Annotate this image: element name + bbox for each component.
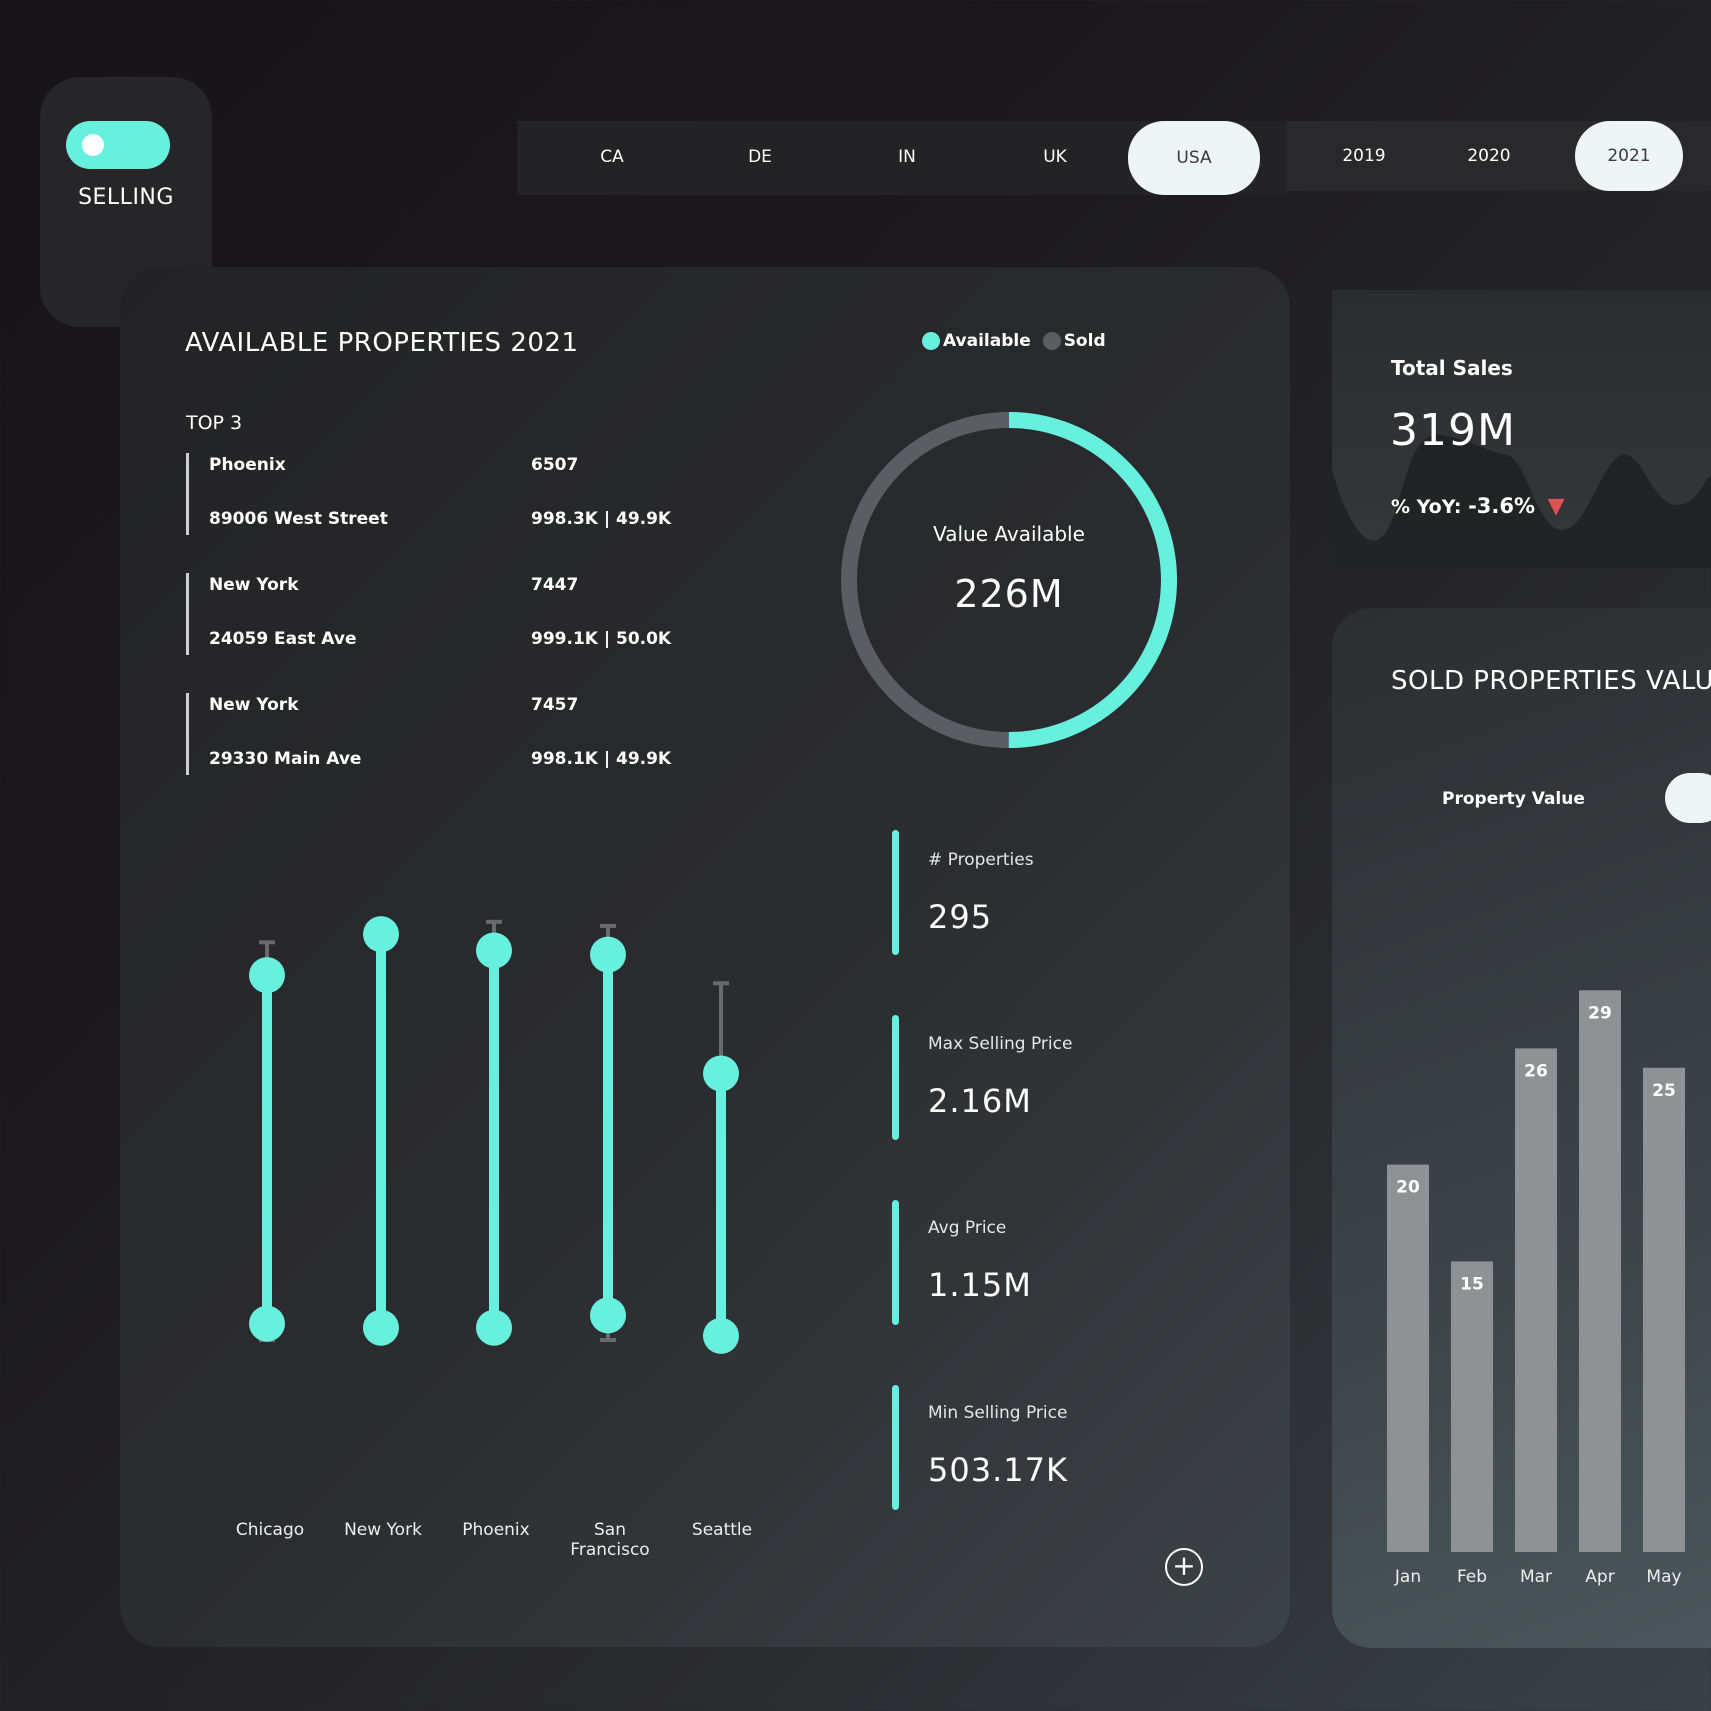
kpi-value: 295 [928,898,993,936]
selling-toggle[interactable] [66,121,170,169]
top3-item: Phoenix 6507 89006 West Street 998.3K | … [186,453,672,535]
city-label: Chicago [235,1520,305,1540]
kpi-accent-bar [892,1200,899,1325]
range-max-point [703,1055,739,1092]
kpi-value: 503.17K [928,1451,1068,1489]
bar [1451,1261,1493,1552]
property-value-toggle[interactable] [1665,773,1711,823]
bar-value-label: 26 [1524,1061,1548,1081]
year-filter: 2019 2020 2021 [1287,121,1711,191]
trend-down-icon: ▼ [1547,494,1565,519]
top3-count: 7447 [531,575,579,595]
total-sales-title: Total Sales [1391,356,1513,380]
kpi-label: # Properties [928,850,1034,870]
country-tab-uk[interactable]: UK [1043,147,1067,167]
year-tab-2021[interactable]: 2021 [1575,121,1683,191]
range-max-point [590,936,626,973]
top3-values: 999.1K | 50.0K [531,629,672,649]
top3-label: TOP 3 [186,412,243,434]
city-label: Phoenix [462,1520,530,1540]
kpi-value: 2.16M [928,1082,1032,1120]
top3-count: 7457 [531,695,579,715]
donut-legend: Available Sold [922,331,1106,351]
top3-city: Phoenix [209,455,286,475]
bar-value-label: 29 [1588,1003,1612,1023]
add-icon[interactable]: + [1165,1548,1203,1586]
city-label: San Francisco [570,1520,650,1560]
x-tick-label: Feb [1457,1567,1487,1587]
bar [1387,1164,1429,1552]
city-label: New York [344,1520,422,1540]
toggle-knob [82,134,104,156]
top3-item: New York 7457 29330 Main Ave 998.1K | 49… [186,693,672,775]
available-legend-icon [922,332,940,350]
range-min-point [363,1309,399,1346]
sold-title: SOLD PROPERTIES VALUE [1391,666,1711,696]
selling-label: SELLING [78,185,174,210]
range-min-point [703,1317,739,1354]
kpi-label: Max Selling Price [928,1034,1073,1054]
country-tab-ca[interactable]: CA [600,147,624,167]
top3-address: 29330 Main Ave [209,749,362,769]
range-min-point [590,1297,626,1334]
bar [1515,1048,1557,1552]
country-tab-usa[interactable]: USA [1128,121,1260,195]
total-sales-value: 319M [1390,405,1516,456]
legend-sold: Sold [1063,331,1106,351]
top3-city: New York [209,575,299,595]
country-tab-de[interactable]: DE [748,147,772,167]
yoy-value: -3.6% [1468,494,1536,518]
city-label: Seattle [691,1520,753,1540]
sales-sparkline [1332,434,1711,568]
donut-available-arc [841,412,1177,748]
sold-bar-chart: 20 Jan 15 Feb 26 Mar 29 Apr 25 May [1387,990,1685,1587]
year-tab-2019[interactable]: 2019 [1342,146,1386,166]
range-max-point [476,932,512,969]
property-value-label: Property Value [1442,789,1585,809]
donut-value: 226M [954,572,1064,616]
yoy-row: % YoY: -3.6% ▼ [1391,494,1565,519]
city-range-chart [249,916,739,1354]
top3-values: 998.3K | 49.9K [531,509,672,529]
top3-item: New York 7447 24059 East Ave 999.1K | 50… [186,573,672,655]
donut-label: Value Available [933,522,1085,546]
x-tick-label: Apr [1585,1567,1614,1587]
bar-value-label: 15 [1460,1274,1484,1294]
range-max-point [363,916,399,953]
top3-count: 6507 [531,455,579,475]
top3-values: 998.1K | 49.9K [531,749,672,769]
kpi-value: 1.15M [928,1266,1032,1304]
bar-value-label: 25 [1652,1081,1676,1101]
top3-address: 89006 West Street [209,509,388,529]
year-tab-2020[interactable]: 2020 [1467,146,1511,166]
kpi-accent-bar [892,1015,899,1140]
value-available-donut [841,412,1177,748]
top3-city: New York [209,695,299,715]
range-min-point [249,1305,285,1342]
bar-value-label: 20 [1396,1178,1420,1198]
legend-available: Available [943,331,1031,351]
yoy-label: % YoY: [1391,496,1462,518]
x-tick-label: Jan [1394,1567,1421,1587]
total-sales-panel: Total Sales 319M % YoY: -3.6% ▼ [1332,290,1711,568]
country-filter: CA DE IN UK USA [517,121,1287,195]
x-tick-label: Mar [1520,1567,1552,1587]
range-max-point [249,957,285,994]
kpi-accent-bar [892,1385,899,1510]
panel-title: AVAILABLE PROPERTIES 2021 [185,328,579,358]
bar [1579,990,1621,1552]
kpi-label: Avg Price [928,1218,1007,1238]
top3-address: 24059 East Ave [209,629,357,649]
sold-legend-icon [1042,332,1061,350]
range-min-point [476,1309,512,1346]
bar [1643,1067,1685,1552]
kpi-label: Min Selling Price [928,1403,1068,1423]
kpi-accent-bar [892,830,899,955]
x-tick-label: May [1646,1567,1681,1587]
available-properties-panel [120,267,1290,1647]
country-tab-in[interactable]: IN [898,147,916,167]
